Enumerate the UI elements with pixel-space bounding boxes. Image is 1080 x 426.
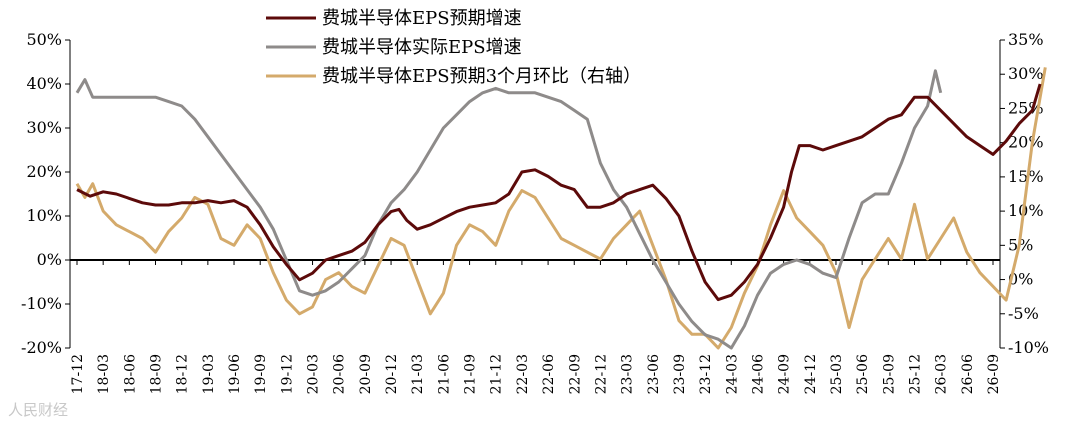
- x-tick-label: 22-06: [541, 354, 557, 394]
- x-tick-label: 26-06: [960, 354, 976, 394]
- y-right-tick-label: 35%: [1008, 30, 1044, 49]
- x-tick-label: 21-09: [463, 354, 479, 394]
- x-tick-label: 19-03: [201, 354, 217, 394]
- x-tick-label: 18-12: [175, 354, 191, 394]
- x-tick-label: 25-03: [829, 354, 845, 394]
- x-tick-label: 24-06: [750, 354, 766, 394]
- x-tick-label: 20-03: [306, 354, 322, 394]
- x-tick-label: 23-12: [698, 354, 714, 394]
- x-tick-label: 24-03: [724, 354, 740, 394]
- y-left-tick-label: 20%: [26, 162, 62, 181]
- x-tick-label: 18-03: [96, 354, 112, 394]
- x-tick-label: 18-06: [122, 354, 138, 394]
- legend-label-2: 费城半导体EPS预期3个月环比（右轴）: [322, 66, 641, 87]
- x-tick-label: 19-06: [227, 354, 243, 394]
- x-tick-label: 17-12: [70, 354, 86, 394]
- x-tick-label: 23-09: [672, 354, 688, 394]
- y-right-tick-label: 30%: [1008, 64, 1044, 83]
- y-right-tick-label: 20%: [1008, 133, 1044, 152]
- y-right-tick-label: -5%: [1008, 304, 1039, 323]
- y-right-tick-label: -10%: [1008, 338, 1049, 357]
- x-tick-label: 22-09: [567, 354, 583, 394]
- x-tick-label: 25-12: [907, 354, 923, 394]
- x-tick-label: 23-03: [620, 354, 636, 394]
- x-tick-label: 20-06: [332, 354, 348, 394]
- legend-label-1: 费城半导体实际EPS增速: [322, 37, 522, 58]
- y-right-tick-label: 10%: [1008, 201, 1044, 220]
- x-tick-label: 19-09: [253, 354, 269, 394]
- x-tick-label: 20-12: [384, 354, 400, 394]
- axes-layer: -20%-10%0%10%20%30%40%50%-10%-5%0%5%10%1…: [21, 30, 1049, 394]
- x-tick-label: 22-12: [593, 354, 609, 394]
- x-tick-label: 20-09: [358, 354, 374, 394]
- watermark: 人民财经: [8, 401, 69, 419]
- x-tick-label: 25-09: [881, 354, 897, 394]
- y-left-tick-label: 40%: [26, 74, 62, 93]
- y-left-tick-label: -20%: [21, 338, 62, 357]
- y-right-tick-label: 0%: [1008, 270, 1033, 289]
- y-left-tick-label: 0%: [37, 250, 62, 269]
- x-tick-label: 26-09: [986, 354, 1002, 394]
- y-left-tick-label: 30%: [26, 118, 62, 137]
- x-tick-label: 21-06: [436, 354, 452, 394]
- series-line-2: [75, 67, 1047, 350]
- x-tick-label: 18-09: [149, 354, 165, 394]
- legend-label-0: 费城半导体EPS预期增速: [322, 8, 522, 29]
- series-layer: [75, 67, 1047, 350]
- x-tick-label: 21-12: [489, 354, 505, 394]
- y-left-tick-label: 10%: [26, 206, 62, 225]
- x-tick-label: 23-06: [646, 354, 662, 394]
- x-tick-label: 24-09: [777, 354, 793, 394]
- x-tick-label: 25-06: [855, 354, 871, 394]
- x-tick-label: 24-12: [803, 354, 819, 394]
- y-right-tick-label: 15%: [1008, 167, 1044, 186]
- x-tick-label: 22-03: [515, 354, 531, 394]
- legend: 费城半导体EPS预期增速费城半导体实际EPS增速费城半导体EPS预期3个月环比（…: [266, 8, 641, 87]
- series-line-1: [75, 69, 943, 350]
- x-tick-label: 26-03: [934, 354, 950, 394]
- x-tick-label: 19-12: [279, 354, 295, 394]
- series-line-0: [76, 83, 1042, 302]
- x-tick-label: 21-03: [410, 354, 426, 394]
- y-left-tick-label: 50%: [26, 30, 62, 49]
- y-left-tick-label: -10%: [21, 294, 62, 313]
